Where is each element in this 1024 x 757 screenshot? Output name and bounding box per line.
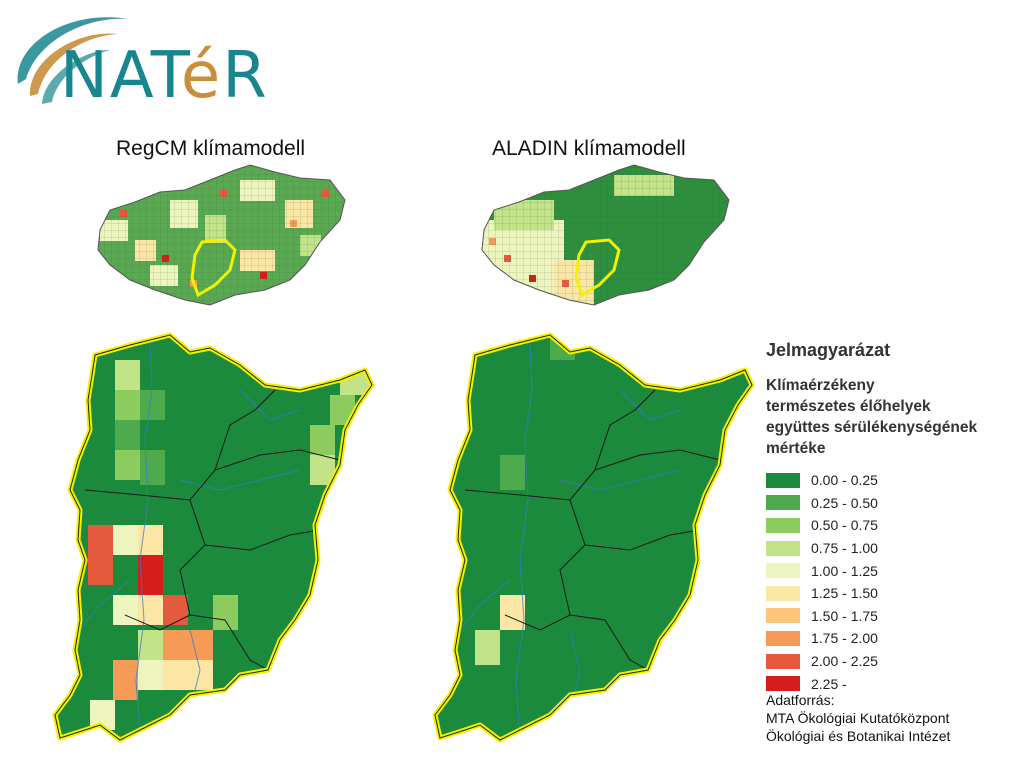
legend-swatch — [766, 517, 800, 533]
legend-label: 1.75 - 2.00 — [811, 630, 878, 647]
regcm-county-map — [52, 332, 375, 743]
highlight-county-outline — [574, 238, 621, 298]
legend-description-line: mértéke — [766, 440, 826, 457]
legend-swatch — [766, 585, 800, 601]
legend-label: 0.75 - 1.00 — [811, 540, 878, 557]
legend-row: 0.00 - 0.25 — [766, 469, 1016, 492]
map-title-aladin: ALADIN klímamodell — [492, 137, 686, 160]
legend-row: 1.00 - 1.25 — [766, 559, 1016, 582]
legend-label: 2.25 - — [811, 675, 847, 692]
legend-label: 1.50 - 1.75 — [811, 607, 878, 624]
legend-label: 0.00 - 0.25 — [811, 472, 878, 489]
data-source-line: MTA Ökológiai Kutatóközpont — [766, 710, 950, 726]
legend-row: 0.75 - 1.00 — [766, 537, 1016, 560]
legend-swatch — [766, 608, 800, 624]
legend-row: 0.50 - 0.75 — [766, 514, 1016, 537]
legend-swatch — [766, 653, 800, 669]
legend-row: 2.25 - — [766, 672, 1016, 695]
legend-swatch — [766, 676, 800, 692]
legend-heading: Jelmagyarázat — [766, 340, 891, 360]
legend-row: 1.25 - 1.50 — [766, 582, 1016, 605]
nater-logo: NATéR — [8, 4, 268, 114]
legend-row: 1.75 - 2.00 — [766, 627, 1016, 650]
legend-description: Klímaérzékeny természetes élőhelyek együ… — [766, 375, 1016, 459]
legend: Jelmagyarázat Klímaérzékeny természetes … — [766, 340, 1016, 695]
river-network — [79, 339, 301, 740]
logo-swirl-icon — [17, 17, 128, 104]
aladin-country-map — [481, 164, 730, 306]
legend-label: 1.25 - 1.50 — [811, 585, 878, 602]
legend-label: 0.25 - 0.50 — [811, 494, 878, 511]
highlight-county-outline — [190, 238, 237, 298]
data-source: Adatforrás: MTA Ökológiai Kutatóközpont … — [766, 691, 950, 745]
data-source-label: Adatforrás: — [766, 692, 835, 708]
legend-row: 1.50 - 1.75 — [766, 605, 1016, 628]
legend-swatch — [766, 472, 800, 488]
legend-swatch — [766, 563, 800, 579]
legend-label: 1.00 - 1.25 — [811, 562, 878, 579]
legend-swatch — [766, 540, 800, 556]
regcm-country-map — [97, 164, 346, 306]
legend-description-line: természetes élőhelyek — [766, 398, 931, 415]
legend-row: 0.25 - 0.50 — [766, 492, 1016, 515]
legend-description-line: Klímaérzékeny — [766, 377, 875, 394]
legend-row: 2.00 - 2.25 — [766, 650, 1016, 673]
logo-text: NATéR — [60, 39, 269, 113]
legend-swatch — [766, 630, 800, 646]
legend-label: 0.50 - 0.75 — [811, 517, 878, 534]
subregion-boundaries — [84, 389, 341, 671]
legend-swatch — [766, 495, 800, 511]
aladin-county-map — [432, 332, 755, 743]
map-title-regcm: RegCM klímamodell — [116, 137, 306, 160]
legend-description-line: együttes sérülékenységének — [766, 419, 978, 436]
subregion-boundaries — [464, 389, 721, 671]
legend-label: 2.00 - 2.25 — [811, 653, 878, 670]
data-source-line: Ökológiai és Botanikai Intézet — [766, 728, 951, 744]
